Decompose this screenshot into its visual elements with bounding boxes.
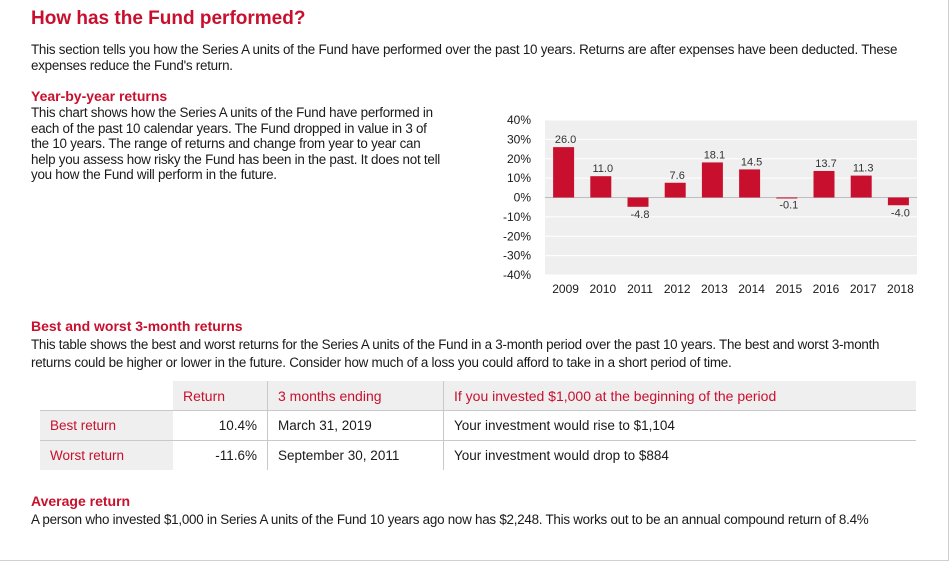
bar [664, 182, 686, 198]
best-return-invested: Your investment would rise to $1,104 [443, 410, 916, 441]
x-tick-label: 2014 [738, 282, 765, 296]
best-worst-heading: Best and worst 3-month returns [31, 318, 243, 334]
data-label: 11.3 [853, 163, 874, 175]
x-tick-label: 2012 [664, 282, 691, 296]
bar [850, 175, 872, 198]
y-tick-label: 20% [507, 152, 531, 166]
x-tick-label: 2009 [552, 282, 579, 296]
y-tick-label: -30% [503, 249, 531, 263]
x-tick-label: 2010 [589, 282, 616, 296]
data-label: 18.1 [704, 149, 725, 161]
data-label: -4.8 [631, 209, 650, 221]
best-worst-line: returns could be higher or lower in the … [31, 355, 732, 370]
year-by-year-line: you how the Fund will perform in the fut… [31, 167, 277, 182]
year-by-year-text: This chart shows how the Series A units … [31, 105, 491, 183]
bar [553, 147, 575, 198]
bar [739, 169, 761, 198]
row-label-best: Best return [40, 410, 173, 441]
y-tick-label: 40% [507, 113, 531, 127]
average-return-heading: Average return [31, 493, 131, 509]
y-tick-label: -40% [503, 268, 531, 282]
worst-return-ending: September 30, 2011 [267, 440, 444, 470]
best-worst-text: This table shows the best and worst retu… [31, 336, 931, 372]
year-by-year-heading: Year-by-year returns [31, 88, 168, 104]
bar [776, 197, 798, 199]
data-label: 14.5 [741, 156, 762, 168]
data-label: 7.6 [670, 170, 685, 182]
best-worst-table: Return 3 months ending If you invested $… [40, 381, 916, 470]
worst-return-value: -11.6% [215, 448, 257, 463]
bar [701, 162, 723, 198]
y-tick-label: 10% [507, 171, 531, 185]
data-label: 11.0 [593, 163, 614, 175]
row-label-worst: Worst return [40, 440, 173, 470]
data-label: 26.0 [555, 134, 576, 146]
table-header-return: Return [173, 381, 268, 411]
bar [627, 197, 649, 207]
data-label: 13.7 [815, 158, 836, 170]
year-by-year-line: the 10 years. The range of returns and c… [31, 136, 421, 151]
data-label: -0.1 [779, 200, 798, 212]
bar [887, 197, 909, 206]
bar [590, 176, 612, 198]
y-tick-label: 30% [507, 132, 531, 146]
table-header-blank [40, 381, 173, 411]
table-row: Best return 10.4% March 31, 2019 Your in… [40, 410, 916, 441]
year-by-year-line: This chart shows how the Series A units … [31, 105, 433, 120]
average-return-text: A person who invested $1,000 in Series A… [31, 512, 869, 527]
table-header-ending: 3 months ending [267, 381, 444, 411]
table-header-invested: If you invested $1,000 at the beginning … [443, 381, 916, 411]
x-tick-label: 2013 [701, 282, 728, 296]
x-tick-label: 2016 [813, 282, 840, 296]
section-title: How has the Fund performed? [31, 8, 306, 29]
intro-paragraph: This section tells you how the Series A … [31, 42, 898, 73]
y-tick-label: -10% [503, 210, 531, 224]
data-label: -4.0 [891, 207, 910, 219]
year-by-year-line: help you assess how risky the Fund has b… [31, 151, 441, 167]
x-tick-label: 2017 [850, 282, 877, 296]
x-tick-label: 2015 [775, 282, 802, 296]
bar [813, 170, 835, 198]
y-tick-label: -20% [503, 229, 531, 243]
year-by-year-line: each of the past 10 calendar years. The … [31, 120, 427, 136]
table-row: Worst return -11.6% September 30, 2011 Y… [40, 440, 916, 470]
worst-return-invested: Your investment would drop to $884 [443, 440, 916, 470]
best-worst-line: This table shows the best and worst retu… [31, 337, 880, 352]
best-return-value: 10.4% [173, 410, 268, 441]
best-return-ending: March 31, 2019 [267, 410, 444, 441]
table-header-row: Return 3 months ending If you invested $… [40, 381, 916, 411]
x-tick-label: 2018 [887, 282, 914, 296]
y-tick-label: 0% [514, 191, 532, 205]
year-by-year-bar-chart: 40% 30% 20% 10% 0% -10% -20% -30% -40% 26.0 2009 11… [503, 113, 917, 296]
x-tick-label: 2011 [627, 282, 653, 296]
